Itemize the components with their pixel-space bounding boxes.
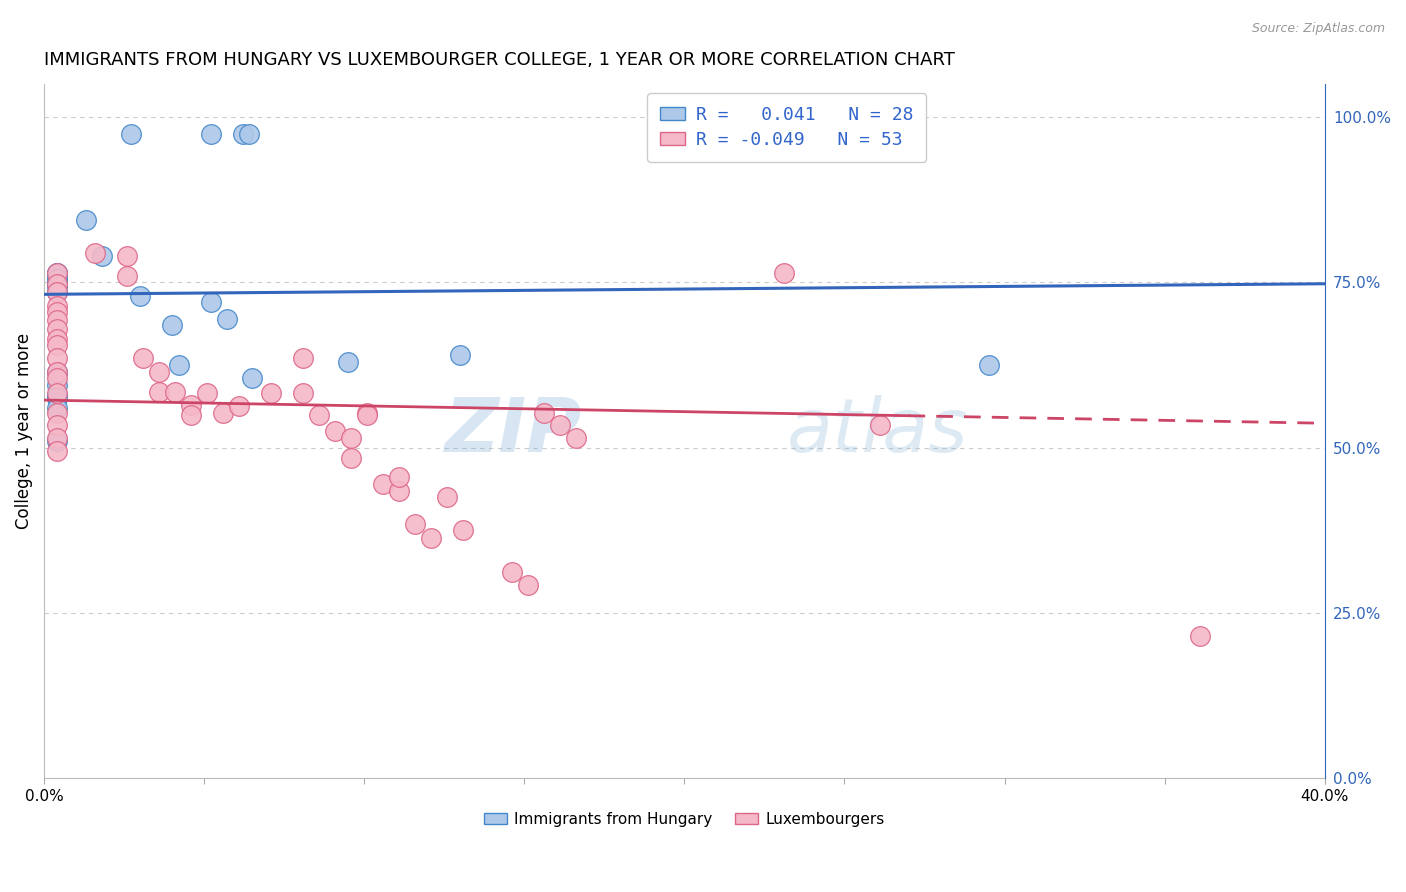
Point [45, 322, 67, 336]
Point [232, 127, 254, 141]
Point [148, 365, 170, 379]
Point [436, 490, 458, 504]
Point [45, 277, 67, 291]
Point [45, 444, 67, 458]
Point [45, 285, 67, 300]
Point [212, 406, 235, 420]
Point [337, 355, 360, 369]
Point [356, 406, 378, 420]
Y-axis label: College, 1 year or more: College, 1 year or more [15, 333, 32, 529]
Point [45, 365, 67, 379]
Point [404, 516, 426, 531]
Point [215, 311, 238, 326]
Point [200, 127, 222, 141]
Point [260, 385, 283, 400]
Point [373, 477, 395, 491]
Point [45, 391, 67, 405]
Point [45, 285, 67, 300]
Point [45, 266, 67, 280]
Point [228, 399, 250, 413]
Text: IMMIGRANTS FROM HUNGARY VS LUXEMBOURGER COLLEGE, 1 YEAR OR MORE CORRELATION CHAR: IMMIGRANTS FROM HUNGARY VS LUXEMBOURGER … [44, 51, 955, 69]
Point [45, 385, 67, 400]
Point [564, 431, 586, 445]
Point [449, 348, 471, 362]
Point [165, 384, 187, 399]
Point [160, 318, 183, 333]
Point [45, 388, 67, 402]
Point [356, 409, 378, 423]
Point [200, 295, 222, 310]
Point [45, 351, 67, 366]
Point [292, 385, 315, 400]
Point [45, 272, 67, 286]
Point [45, 401, 67, 415]
Point [501, 565, 523, 579]
Point [772, 266, 794, 280]
Point [977, 358, 1000, 372]
Point [117, 268, 139, 283]
Point [45, 332, 67, 346]
Point [45, 434, 67, 448]
Point [45, 365, 67, 379]
Point [548, 417, 571, 432]
Point [120, 127, 142, 141]
Point [45, 431, 67, 445]
Point [45, 338, 67, 352]
Point [45, 378, 67, 392]
Point [340, 450, 363, 465]
Point [45, 313, 67, 327]
Point [180, 409, 202, 423]
Point [148, 384, 170, 399]
Point [90, 249, 112, 263]
Point [45, 371, 67, 385]
Point [45, 278, 67, 293]
Point [325, 424, 347, 438]
Point [1188, 629, 1211, 643]
Text: ZIP: ZIP [444, 394, 582, 467]
Point [453, 524, 475, 538]
Point [180, 398, 202, 412]
Point [45, 272, 67, 286]
Point [292, 351, 315, 366]
Point [388, 470, 411, 484]
Point [195, 385, 218, 400]
Point [45, 277, 67, 291]
Point [45, 305, 67, 319]
Point [132, 351, 155, 366]
Point [308, 409, 330, 423]
Point [869, 417, 891, 432]
Point [45, 266, 67, 280]
Point [45, 417, 67, 432]
Point [340, 431, 363, 445]
Point [167, 358, 190, 372]
Point [75, 212, 97, 227]
Point [420, 531, 443, 545]
Legend: Immigrants from Hungary, Luxembourgers: Immigrants from Hungary, Luxembourgers [478, 805, 891, 833]
Text: atlas: atlas [787, 395, 969, 467]
Point [84, 245, 107, 260]
Point [516, 577, 538, 591]
Point [240, 371, 263, 385]
Point [45, 299, 67, 313]
Point [117, 249, 139, 263]
Point [238, 127, 260, 141]
Point [45, 406, 67, 420]
Point [129, 288, 152, 302]
Point [45, 266, 67, 280]
Point [388, 483, 411, 498]
Point [533, 406, 555, 420]
Text: Source: ZipAtlas.com: Source: ZipAtlas.com [1251, 22, 1385, 36]
